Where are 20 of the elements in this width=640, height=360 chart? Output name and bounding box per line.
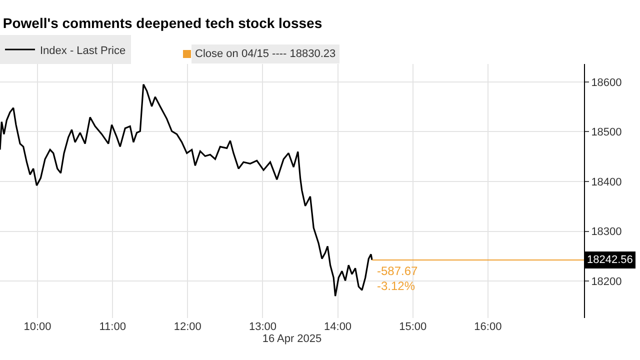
y-tick-label: 18400 [591, 176, 622, 188]
x-axis-title: 16 Apr 2025 [262, 333, 322, 346]
annotation: -3.12% [377, 279, 416, 293]
x-tick-label: 11:00 [99, 321, 126, 333]
x-tick-label: 13:00 [248, 321, 276, 333]
x-tick-label: 14:00 [324, 321, 352, 333]
ref-line-label: 18242.56 [587, 254, 633, 266]
y-tick-label: 18200 [591, 276, 622, 288]
line-series [0, 84, 373, 297]
text: Close on 04/15 ---- 18830.23 [195, 48, 336, 60]
legend-label: Index - Last Price [40, 44, 126, 57]
x-tick-label: 15:00 [399, 321, 427, 333]
y-tick-label: 18600 [591, 76, 622, 89]
x-tick-label: 16:00 [474, 321, 502, 333]
annotation: -587.67 [377, 264, 418, 278]
y-tick-label: 18300 [591, 226, 622, 238]
chart-subtitle: Powell's comments deepened tech stock losses [2, 14, 322, 31]
x-tick-label: 10:00 [24, 321, 52, 333]
y-tick-label: 18500 [591, 126, 622, 139]
x-tick-label: 12:00 [174, 321, 202, 333]
